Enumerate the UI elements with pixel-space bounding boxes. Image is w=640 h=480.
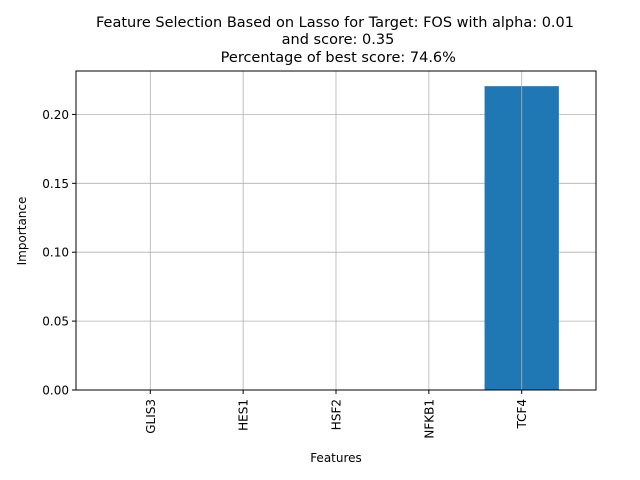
y-tick-label: 0.05 bbox=[42, 315, 69, 329]
x-tick-label: HSF2 bbox=[330, 399, 344, 430]
y-axis-ticks: 0.00 0.05 0.10 0.15 0.20 bbox=[42, 108, 76, 398]
x-tick-label: TCF4 bbox=[515, 399, 529, 430]
chart-title-line-2: and score: 0.35 bbox=[282, 32, 395, 48]
y-tick-label: 0.00 bbox=[42, 384, 69, 398]
x-tick-label: HES1 bbox=[237, 399, 251, 431]
x-axis-ticks: GLIS3 HES1 HSF2 NFKB1 TCF4 bbox=[144, 390, 529, 439]
x-tick-label: NFKB1 bbox=[422, 399, 436, 439]
chart-title-line-1: Feature Selection Based on Lasso for Tar… bbox=[96, 15, 574, 31]
chart-title-line-3: Percentage of best score: 74.6% bbox=[216, 50, 456, 66]
x-axis-label: Features bbox=[310, 451, 362, 465]
y-axis-label: Importance bbox=[15, 197, 29, 266]
y-tick-label: 0.10 bbox=[42, 246, 69, 260]
x-tick-label: GLIS3 bbox=[144, 399, 158, 434]
bars bbox=[149, 71, 559, 391]
y-tick-label: 0.15 bbox=[42, 177, 69, 191]
chart-title: Feature Selection Based on Lasso for Tar… bbox=[96, 15, 574, 66]
y-tick-label: 0.20 bbox=[42, 108, 69, 122]
